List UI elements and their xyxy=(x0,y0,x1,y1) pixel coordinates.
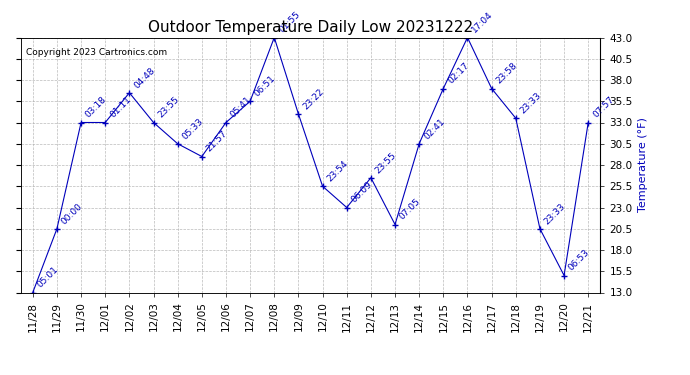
Text: 23:54: 23:54 xyxy=(326,159,350,183)
Text: 06:51: 06:51 xyxy=(253,74,277,99)
Text: 05:33: 05:33 xyxy=(181,116,205,141)
Text: 00:00: 00:00 xyxy=(60,201,84,226)
Text: Copyright 2023 Cartronics.com: Copyright 2023 Cartronics.com xyxy=(26,48,168,57)
Text: 23:33: 23:33 xyxy=(543,201,567,226)
Text: 03:18: 03:18 xyxy=(84,95,108,120)
Text: 23:55: 23:55 xyxy=(374,150,398,175)
Text: 02:17: 02:17 xyxy=(446,61,471,86)
Text: 06:09: 06:09 xyxy=(350,180,374,205)
Text: 04:48: 04:48 xyxy=(132,66,157,90)
Text: 23:55: 23:55 xyxy=(157,95,181,120)
Text: 23:33: 23:33 xyxy=(519,91,543,116)
Text: 06:53: 06:53 xyxy=(567,248,591,273)
Text: 21:57: 21:57 xyxy=(205,129,229,154)
Text: 05:41: 05:41 xyxy=(229,95,253,120)
Text: 01:11: 01:11 xyxy=(108,95,132,120)
Text: 23:22: 23:22 xyxy=(302,87,326,111)
Text: 23:58: 23:58 xyxy=(495,61,519,86)
Text: 07:57: 07:57 xyxy=(591,95,615,120)
Y-axis label: Temperature (°F): Temperature (°F) xyxy=(638,118,648,212)
Text: 02:41: 02:41 xyxy=(422,117,446,141)
Text: 01:55: 01:55 xyxy=(277,10,302,35)
Text: 05:01: 05:01 xyxy=(36,265,60,290)
Text: 07:05: 07:05 xyxy=(398,197,422,222)
Text: 17:04: 17:04 xyxy=(471,10,495,35)
Title: Outdoor Temperature Daily Low 20231222: Outdoor Temperature Daily Low 20231222 xyxy=(148,20,473,35)
